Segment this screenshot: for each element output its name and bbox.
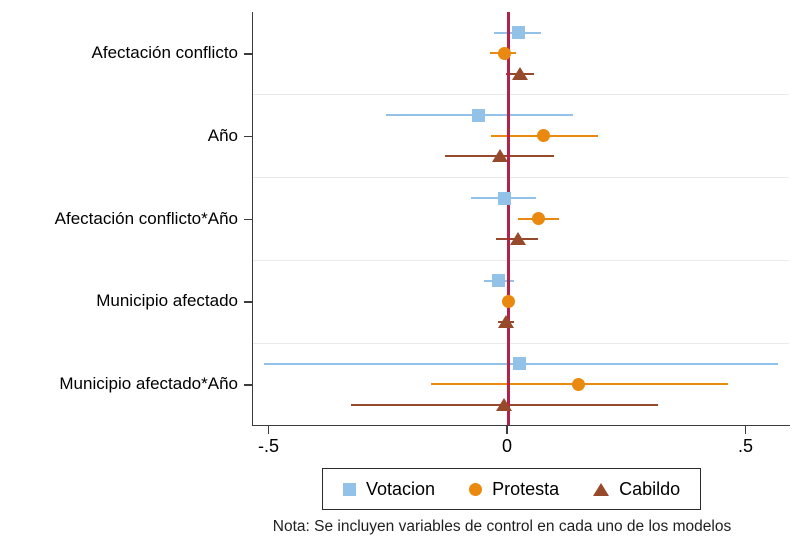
figure-note: Nota: Se incluyen variables de control e…: [272, 518, 732, 535]
y-axis-label: Municipio afectado*Año: [59, 374, 238, 393]
estimate-marker-circle: [531, 212, 545, 225]
y-axis-tick: [244, 135, 252, 138]
y-axis-tick: [244, 218, 252, 220]
x-axis-tick: [506, 426, 508, 434]
estimate-marker-circle: [537, 129, 551, 143]
estimate-marker-triangle: [498, 314, 515, 328]
y-axis-tick: [244, 301, 252, 303]
y-axis-label: Afectación conflicto*Año: [54, 208, 238, 228]
legend-label: Cabildo: [619, 478, 681, 499]
estimate-marker-square: [511, 26, 525, 39]
y-axis-label: Afectación conflicto: [91, 43, 238, 62]
estimate-marker-circle: [497, 46, 511, 60]
estimate-marker-square: [497, 191, 511, 205]
estimate-marker-triangle: [491, 149, 508, 163]
estimate-marker-circle: [571, 377, 585, 391]
x-axis-tick-label: -.5: [257, 436, 279, 456]
zero-reference-line: [506, 12, 510, 425]
group-separator-line: [253, 94, 789, 96]
legend-label: Votacion: [366, 478, 436, 499]
estimate-marker-square: [472, 108, 486, 122]
triangle-icon: [593, 482, 610, 496]
group-separator-line: [253, 177, 789, 179]
y-axis-tick: [244, 53, 252, 55]
x-axis-tick: [267, 426, 270, 434]
estimate-marker-square: [513, 357, 527, 370]
group-separator-line: [253, 342, 789, 344]
legend-item-cabildo: Cabildo: [593, 479, 680, 500]
estimate-marker-triangle: [511, 66, 528, 80]
group-separator-line: [253, 259, 789, 261]
legend-item-votacion: Votacion: [343, 479, 435, 500]
x-axis-tick: [744, 426, 747, 434]
x-axis-tick-label: .5: [737, 436, 753, 456]
y-axis-tick: [244, 384, 252, 386]
square-icon: [343, 482, 356, 496]
estimate-marker-triangle: [510, 232, 527, 245]
y-axis-label: Año: [207, 125, 238, 145]
x-axis-tick-label: 0: [501, 436, 512, 456]
estimate-marker-circle: [501, 294, 515, 308]
legend-item-protesta: Protesta: [469, 479, 559, 500]
y-axis-label: Municipio afectado: [96, 291, 238, 311]
estimate-marker-square: [492, 274, 506, 288]
circle-icon: [469, 482, 483, 496]
plot-area: [252, 12, 790, 426]
legend-label: Protesta: [492, 478, 560, 499]
legend: Votacion Protesta Cabildo: [322, 468, 702, 510]
estimate-marker-triangle: [496, 397, 513, 411]
